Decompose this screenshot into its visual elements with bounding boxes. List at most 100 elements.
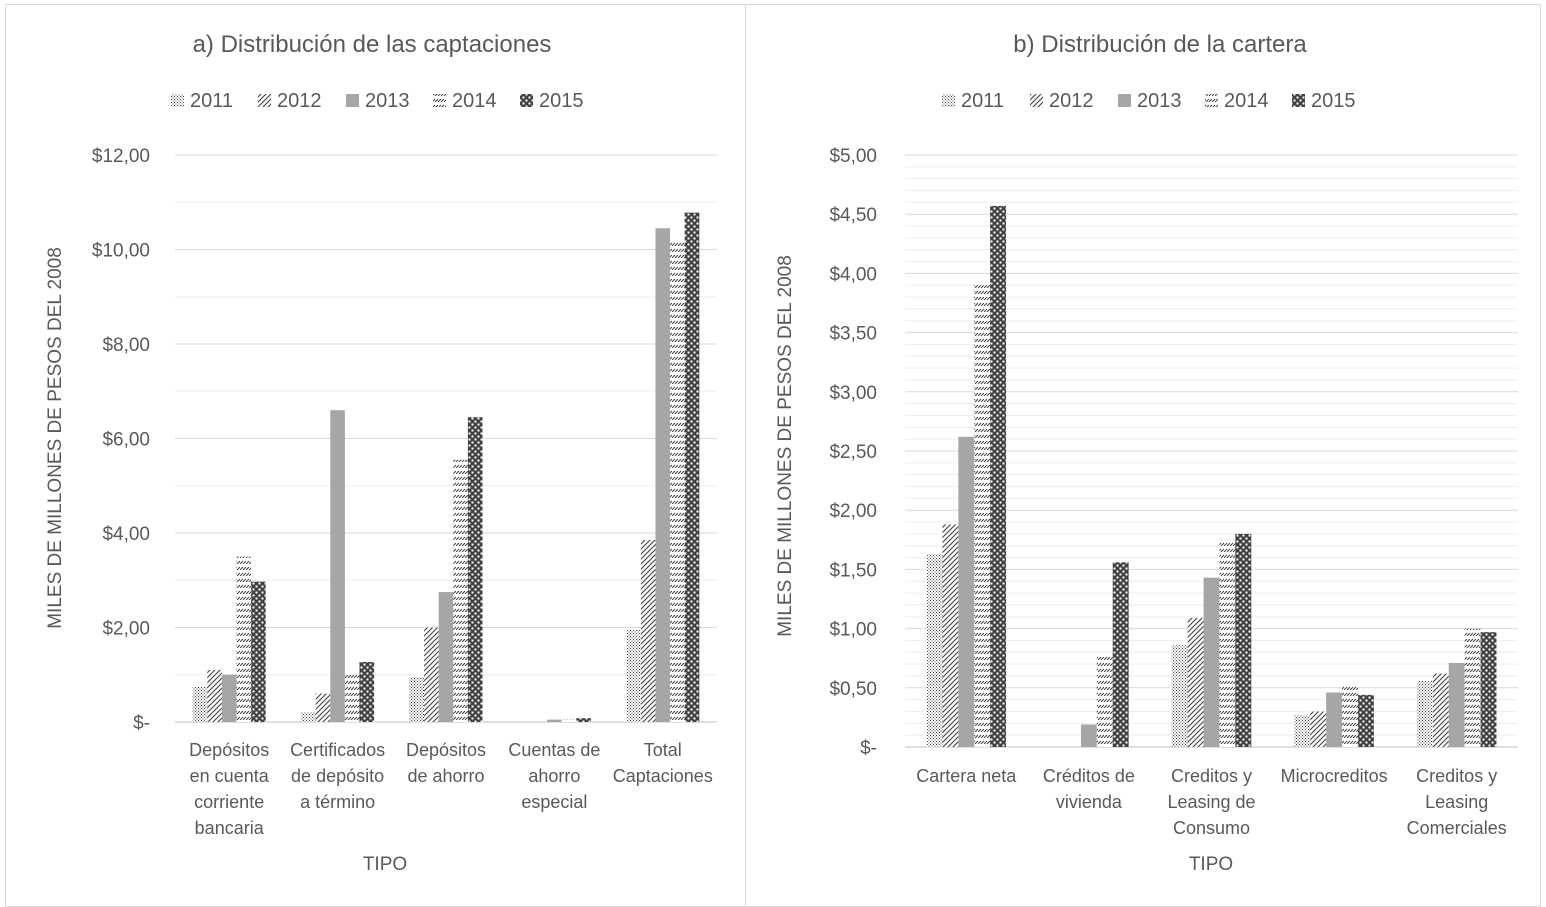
chart-b-legend-swatch-2015 [1292,94,1305,107]
chart-a-legend-swatch-2015 [520,94,533,107]
chart-b-ytick-label: $0,50 [829,679,877,700]
chart-a-category-label: de depósito [291,766,384,786]
chart-b-bar-2012 [1310,711,1327,747]
chart-a-category-label: Certificados [290,740,385,760]
chart-a-bar-2014 [453,459,468,722]
chart-a-ylabel: MILES DE MILLONES DE PESOS DEL 2008 [45,247,66,629]
chart-a-bar-2013 [547,719,562,722]
chart-a-category-label: Depósitos [406,740,486,760]
chart-a-ytick-label: $6,00 [102,430,150,451]
chart-a-bar-2012 [640,540,656,722]
chart-a-ytick-label: $8,00 [102,335,150,356]
chart-b-bar-2013 [1326,692,1343,747]
chart-a-category-label: ahorro [528,766,580,786]
chart-b-bar-2014 [1096,657,1113,747]
chart-a-bar-2013 [330,410,345,722]
chart-b-ytick-label: $1,50 [829,560,877,581]
chart-b-category-label: Creditos y [1171,766,1252,786]
chart-a-xlabel: TIPO [363,854,407,875]
chart-a-ytick-label: $- [133,713,150,734]
chart-a-bar-2013 [438,592,454,722]
chart-a-legend-label: 2015 [539,90,584,112]
chart-a-bar-2015 [251,581,266,722]
chart-a-bar-2015 [576,718,591,722]
chart-a-category-label: Cuentas de [508,740,600,760]
chart-a-category-label: Captaciones [613,766,713,786]
chart-b-title: b) Distribución de la cartera [1013,31,1307,58]
chart-b-legend-swatch-2011 [942,94,955,107]
chart-a-bar-2011 [626,629,641,722]
chart-b-bar-2011 [1294,715,1311,747]
chart-a-title: a) Distribución de las captaciones [193,31,552,58]
chart-b-ytick-label: $2,00 [829,501,877,522]
chart-a-category-label: especial [521,792,587,812]
chart-a-bar-2015 [467,417,483,722]
chart-a-category-label: corriente [194,792,264,812]
chart-b-bar-2012 [942,524,959,747]
chart-b-legend-swatch-2013 [1118,94,1131,107]
chart-a-legend-label: 2014 [452,90,497,112]
chart-a-bar-2012 [315,693,331,722]
chart-b-category-label: Creditos y [1416,766,1497,786]
chart-a-category-label: Total [644,740,682,760]
chart-a-bar-2014 [561,719,577,722]
chart-b-bar-2014 [1342,684,1358,747]
chart-a-category-label: bancaria [195,818,265,838]
chart-b-bar-2014 [974,285,991,747]
chart-a-bar-2014 [344,674,360,722]
chart-a-bar-2011 [301,712,316,722]
chart-b-legend-label: 2015 [1311,90,1356,112]
chart-b-bar-2013 [1203,577,1220,747]
chart-b-legend-swatch-2014 [1205,94,1218,107]
chart-b-bar-2015 [1112,562,1129,747]
chart-b-category-label: Créditos de [1043,766,1135,786]
chart-b-ytick-label: $5,00 [829,146,877,167]
chart-b-bar-2013 [1080,724,1097,747]
chart-a-bar-2011 [409,677,425,722]
chart-b-ylabel: MILES DE MILLONES DE PESOS DEL 2008 [775,255,796,637]
chart-b-legend-label: 2011 [961,90,1004,112]
chart-b-bar-2011 [926,554,943,747]
chart-b-category-label: Cartera neta [916,766,1017,786]
chart-b-category-label: Consumo [1173,818,1250,838]
chart-b-category-label: Comerciales [1407,818,1507,838]
chart-a-category-label: en cuenta [190,766,270,786]
chart-b-bar-2011 [1416,680,1433,747]
chart-a-bar-2014 [236,556,252,722]
chart-a-ytick-label: $4,00 [102,524,150,545]
chart-b-legend-swatch-2012 [1030,94,1043,107]
chart-a-bar-2013 [221,674,237,722]
chart-a-bar-2011 [192,686,208,722]
chart-a-ytick-label: $2,00 [102,619,150,640]
chart-b-legend-label: 2012 [1049,90,1094,112]
chart-b-category-label: Microcreditos [1281,766,1388,786]
chart-b-bar-2015 [1480,632,1497,747]
chart-b-bar-2015 [990,205,1007,748]
chart-a-bar-2015 [684,212,700,722]
chart-b-ytick-label: $- [860,738,877,759]
chart-a-legend-swatch-2011 [171,94,184,107]
chart-b-legend-label: 2013 [1137,90,1182,112]
chart-a-ytick-label: $10,00 [92,241,150,262]
chart-a-legend-label: 2013 [365,90,410,112]
chart-a-legend-swatch-2013 [346,94,359,107]
chart-b-bar-2011 [1171,645,1188,747]
chart-a-category-label: a término [300,792,375,812]
chart-a-bar-2014 [670,240,685,723]
chart-a-bar-2012 [207,670,222,722]
chart-b-ytick-label: $2,50 [829,442,877,463]
chart-b-legend-label: 2014 [1224,90,1269,112]
chart-b-bar-2015 [1357,694,1374,747]
chart-b-bar-2014 [1464,628,1481,747]
chart-a-legend-swatch-2014 [433,94,446,107]
chart-a-bar-2013 [655,228,671,723]
chart-a-legend-swatch-2012 [258,94,271,107]
chart-a-category-label: Depósitos [189,740,269,760]
chart-b-bar-2013 [1448,662,1465,747]
chart-b-ytick-label: $4,00 [829,264,877,285]
chart-b-bar-2013 [958,436,975,747]
chart-a-category-label: de ahorro [407,766,484,786]
chart-b-ytick-label: $4,50 [829,205,877,226]
